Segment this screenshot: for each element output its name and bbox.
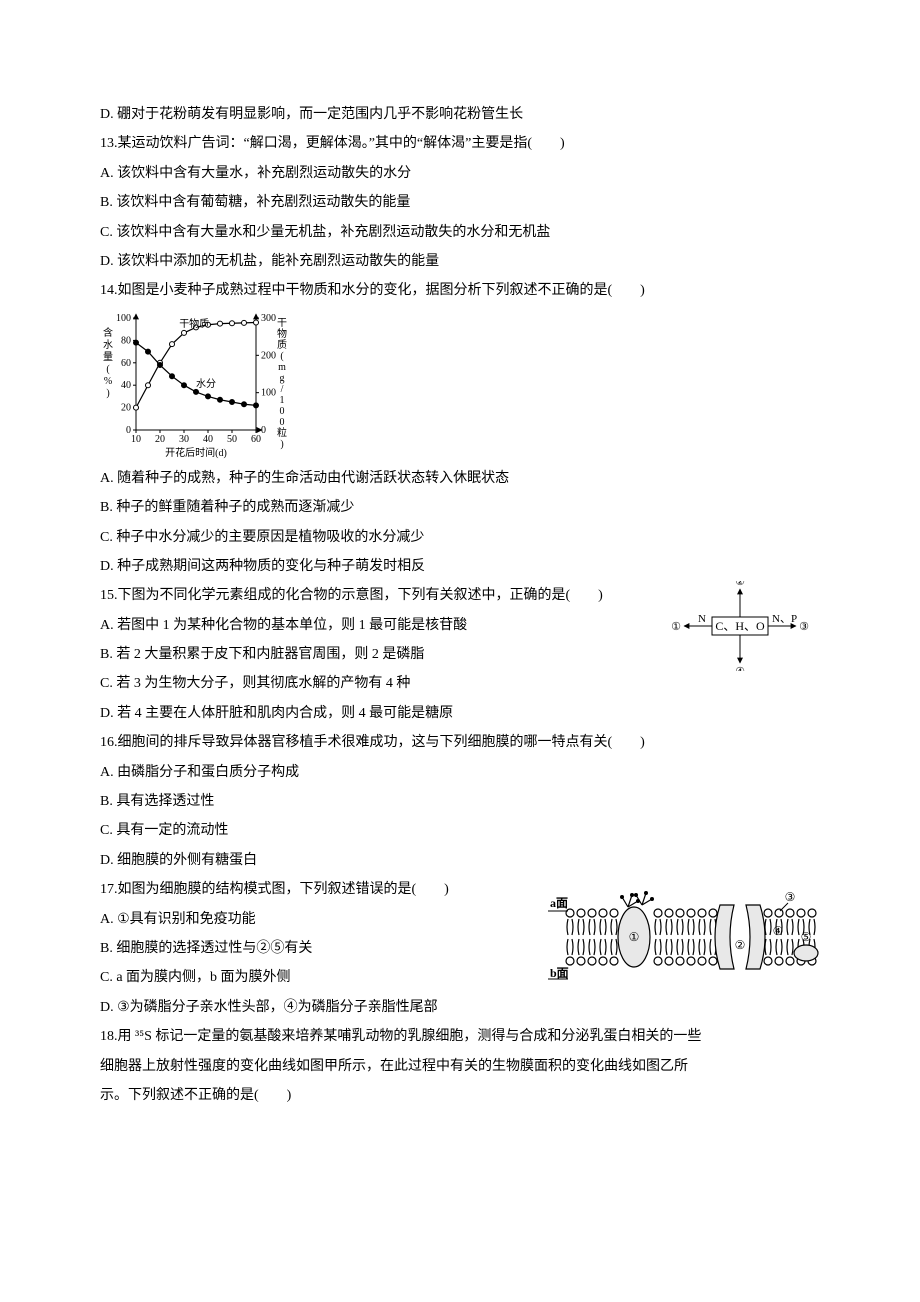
q12-optD: D. 硼对于花粉萌发有明显影响，而一定范围内几乎不影响花粉管生长 (100, 100, 830, 129)
q16-stem: 16.细胞间的排斥导致异体器官移植手术很难成功，这与下列细胞膜的哪一特点有关( … (100, 728, 830, 757)
svg-text:100: 100 (116, 313, 131, 324)
svg-text:水分: 水分 (196, 378, 216, 390)
svg-text:300: 300 (261, 313, 276, 324)
svg-text:30: 30 (179, 434, 189, 445)
q13-optD: D. 该饮料中添加的无机盐，能补充剧烈运动散失的能量 (100, 247, 830, 276)
q13-stem: 13.某运动饮料广告词：“解口渴，更解体渴。”其中的“解体渴”主要是指( ) (100, 129, 830, 158)
q17-stem: 17.如图为细胞膜的结构模式图，下列叙述错误的是( ) (100, 875, 520, 904)
svg-text:10: 10 (131, 434, 141, 445)
q15-optA: A. 若图中 1 为某种化合物的基本单位，则 1 最可能是核苷酸 (100, 611, 640, 640)
svg-text:20: 20 (155, 434, 165, 445)
svg-text:/: / (281, 384, 284, 395)
q16-optA: A. 由磷脂分子和蛋白质分子构成 (100, 758, 830, 787)
svg-text:开花后时间(d): 开花后时间(d) (165, 446, 227, 459)
svg-text:N、P: N、P (772, 613, 797, 625)
svg-text:(: ( (106, 364, 110, 375)
svg-text:①: ① (671, 621, 681, 633)
svg-text:质: 质 (277, 339, 287, 351)
q13-optC: C. 该饮料中含有大量水和少量无机盐，补充剧烈运动散失的水分和无机盐 (100, 218, 830, 247)
q16-optB: B. 具有选择透过性 (100, 787, 830, 816)
q14-optA: A. 随着种子的成熟，种子的生命活动由代谢活跃状态转入休眠状态 (100, 464, 830, 493)
svg-text:0: 0 (261, 425, 266, 436)
q14-optB: B. 种子的鲜重随着种子的成熟而逐渐减少 (100, 493, 830, 522)
q17-optD: D. ③为磷脂分子亲水性头部，④为磷脂分子亲脂性尾部 (100, 993, 520, 1022)
svg-text:(: ( (280, 351, 284, 362)
svg-text:50: 50 (227, 434, 237, 445)
q15-stem: 15.下图为不同化学元素组成的化合物的示意图，下列有关叙述中，正确的是( ) (100, 581, 640, 610)
svg-text:0: 0 (280, 417, 285, 428)
svg-text:60: 60 (251, 434, 261, 445)
q17-diagram: a面 b面 ① ② ③ ④ ⑤ (530, 879, 830, 999)
svg-text:b面: b面 (550, 966, 569, 980)
svg-text:60: 60 (121, 358, 131, 369)
svg-text:40: 40 (121, 380, 131, 391)
q15-diagram: C、H、O N ① ② N、P③ ④ (650, 581, 830, 671)
svg-text:1: 1 (280, 395, 285, 406)
svg-text:a面: a面 (550, 896, 568, 910)
svg-text:20: 20 (121, 402, 131, 413)
q18-stem-3: 示。下列叙述不正确的是( ) (100, 1081, 830, 1110)
svg-text:②: ② (735, 581, 745, 588)
svg-text:粒: 粒 (277, 426, 287, 439)
svg-text:含: 含 (103, 326, 113, 339)
svg-text:干: 干 (277, 318, 287, 329)
q16-optC: C. 具有一定的流动性 (100, 816, 830, 845)
svg-text:m: m (278, 362, 286, 373)
q18-stem-2: 细胞器上放射性强度的变化曲线如图甲所示，在此过程中有关的生物膜面积的变化曲线如图… (100, 1052, 830, 1081)
q15-optB: B. 若 2 大量积累于皮下和内脏器官周围，则 2 是磷脂 (100, 640, 640, 669)
q15-optD: D. 若 4 主要在人体肝脏和肌肉内合成，则 4 最可能是糖原 (100, 699, 640, 728)
svg-text:③: ③ (799, 621, 809, 633)
svg-text:②: ② (735, 938, 746, 952)
q14-stem: 14.如图是小麦种子成熟过程中干物质和水分的变化，据图分析下列叙述不正确的是( … (100, 276, 830, 305)
q15-optC: C. 若 3 为生物大分子，则其彻底水解的产物有 4 种 (100, 669, 640, 698)
svg-text:⑤: ⑤ (801, 930, 812, 944)
svg-text:): ) (106, 388, 109, 399)
svg-text:200: 200 (261, 350, 276, 361)
svg-text:物: 物 (277, 327, 287, 340)
q13-optB: B. 该饮料中含有葡萄糖，补充剧烈运动散失的能量 (100, 188, 830, 217)
q18-stem-1: 18.用 ³⁵S 标记一定量的氨基酸来培养某哺乳动物的乳腺细胞，测得与合成和分泌… (100, 1022, 830, 1051)
svg-text:0: 0 (126, 425, 131, 436)
svg-text:④: ④ (773, 924, 784, 938)
svg-text:①: ① (629, 930, 640, 944)
svg-text:80: 80 (121, 335, 131, 346)
q14-optD: D. 种子成熟期间这两种物质的变化与种子萌发时相反 (100, 552, 830, 581)
svg-text:水: 水 (103, 339, 113, 351)
q17-optB: B. 细胞膜的选择透过性与②⑤有关 (100, 934, 520, 963)
svg-text:N: N (698, 613, 706, 625)
q14-optC: C. 种子中水分减少的主要原因是植物吸收的水分减少 (100, 523, 830, 552)
q16-optD: D. 细胞膜的外侧有糖蛋白 (100, 846, 830, 875)
svg-text:g: g (280, 373, 285, 384)
svg-text:0: 0 (280, 406, 285, 417)
q14-chart: 1020304050600204060801000100200300干物质水分含… (100, 310, 830, 460)
svg-text:40: 40 (203, 434, 213, 445)
svg-text:%: % (104, 376, 112, 387)
q17-optA: A. ①具有识别和免疫功能 (100, 905, 520, 934)
svg-text:): ) (280, 439, 283, 450)
q13-optA: A. 该饮料中含有大量水，补充剧烈运动散失的水分 (100, 159, 830, 188)
svg-text:100: 100 (261, 387, 276, 398)
svg-text:干物质: 干物质 (179, 317, 209, 330)
svg-text:③: ③ (785, 890, 796, 904)
svg-text:④: ④ (735, 666, 745, 671)
q17-optC: C. a 面为膜内侧，b 面为膜外侧 (100, 963, 520, 992)
svg-text:量: 量 (103, 351, 113, 363)
svg-text:C、H、O: C、H、O (715, 619, 765, 633)
